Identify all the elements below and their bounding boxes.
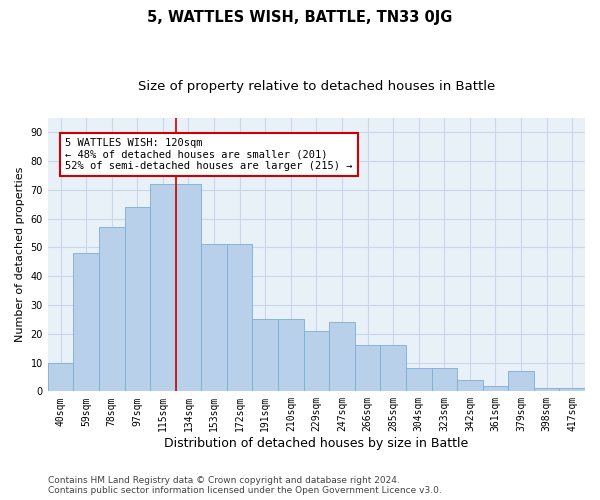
Bar xyxy=(278,320,304,392)
Bar xyxy=(329,322,355,392)
Text: 5, WATTLES WISH, BATTLE, TN33 0JG: 5, WATTLES WISH, BATTLE, TN33 0JG xyxy=(148,10,452,25)
Title: Size of property relative to detached houses in Battle: Size of property relative to detached ho… xyxy=(138,80,495,93)
Bar xyxy=(457,380,482,392)
Text: 5 WATTLES WISH: 120sqm
← 48% of detached houses are smaller (201)
52% of semi-de: 5 WATTLES WISH: 120sqm ← 48% of detached… xyxy=(65,138,353,171)
Bar xyxy=(482,386,508,392)
Bar xyxy=(508,371,534,392)
Text: Contains HM Land Registry data © Crown copyright and database right 2024.
Contai: Contains HM Land Registry data © Crown c… xyxy=(48,476,442,495)
Bar xyxy=(355,346,380,392)
Bar xyxy=(176,184,201,392)
Bar xyxy=(125,207,150,392)
Bar xyxy=(253,320,278,392)
Y-axis label: Number of detached properties: Number of detached properties xyxy=(15,167,25,342)
Bar xyxy=(534,388,559,392)
Bar xyxy=(73,253,99,392)
Bar xyxy=(304,331,329,392)
Bar xyxy=(380,346,406,392)
Bar xyxy=(406,368,431,392)
Bar xyxy=(99,227,125,392)
Bar xyxy=(559,388,585,392)
Bar xyxy=(201,244,227,392)
Bar xyxy=(48,362,73,392)
Bar xyxy=(431,368,457,392)
X-axis label: Distribution of detached houses by size in Battle: Distribution of detached houses by size … xyxy=(164,437,469,450)
Bar xyxy=(150,184,176,392)
Bar xyxy=(227,244,253,392)
